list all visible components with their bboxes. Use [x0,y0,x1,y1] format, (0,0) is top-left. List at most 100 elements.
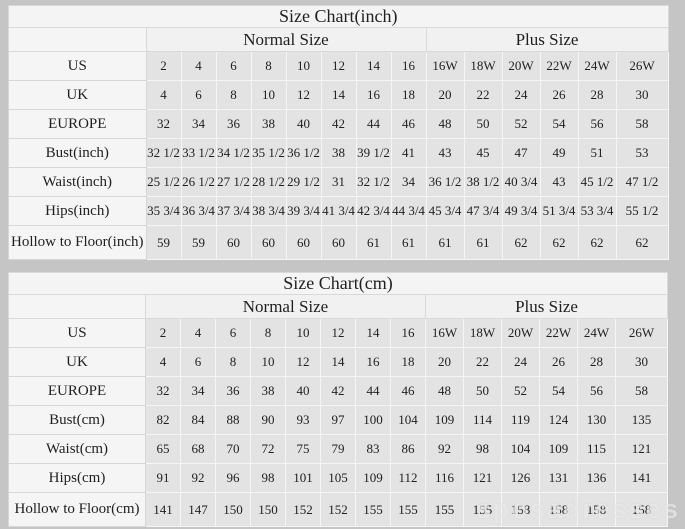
size-cell: 27 1/2 [215,167,252,197]
size-cell: 4 [180,51,217,81]
size-cell: 158 [577,492,616,527]
size-cell: 150 [215,492,251,527]
size-cell: 60 [320,225,357,260]
size-cell: 53 3/4 [577,196,617,226]
size-cell: 16W [425,51,465,81]
size-cell: 62 [539,225,579,260]
size-cell: 91 [145,463,181,493]
size-cell: 60 [250,225,287,260]
normal-size-header: Normal Size [145,27,427,52]
size-cell: 109 [355,463,391,493]
row-label: Bust(cm) [8,405,146,435]
size-cell: 26 [539,347,578,377]
size-cell: 62 [501,225,541,260]
size-cell: 40 3/4 [501,167,541,197]
size-cell: 2 [145,51,182,81]
size-cell: 20W [501,51,541,81]
size-cell: 50 [463,109,503,139]
size-cell: 14 [355,51,392,81]
row-label: US [8,51,147,81]
size-cell: 115 [577,434,616,464]
size-cell: 26W [615,51,669,81]
size-cell: 49 3/4 [501,196,541,226]
table-row: EUROPE 32 34 36 38 40 42 44 46 48 50 52 54 56 58 [8,109,669,139]
row-label: UK [8,80,147,110]
size-cell: 16W [425,318,464,348]
size-cell: 121 [615,434,668,464]
size-cell: 109 [425,405,464,435]
size-cell: 58 [615,376,668,406]
size-cell: 70 [215,434,251,464]
size-cell: 50 [463,376,502,406]
size-cell: 158 [501,492,540,527]
size-cell: 43 [539,167,579,197]
size-cell: 75 [285,434,321,464]
size-cell: 38 1/2 [463,167,503,197]
size-cell: 37 3/4 [215,196,252,226]
size-cell: 38 [250,376,286,406]
size-cell: 26W [615,318,668,348]
table-row: Hollow to Floor(inch) 59 59 60 60 60 60 61 61 61 6… [8,225,669,260]
size-cell: 32 [145,376,181,406]
size-cell: 16 [355,347,391,377]
size-cell: 101 [285,463,321,493]
table-row: Waist(cm) 65 68 70 72 75 79 83 86 92 98 104 109 115 12… [8,434,668,464]
size-cell: 34 [180,376,216,406]
size-cell: 22 [463,80,503,110]
size-cell: 104 [501,434,540,464]
table-title-row: Size Chart(inch) [8,5,669,28]
size-cell: 28 1/2 [250,167,287,197]
size-cell: 82 [145,405,181,435]
size-cell: 42 [320,109,357,139]
size-cell: 150 [250,492,286,527]
normal-size-header: Normal Size [145,294,426,319]
size-cell: 18 [390,347,426,377]
size-cell: 53 [615,138,669,168]
size-cell: 61 [355,225,392,260]
size-cell: 38 [320,138,357,168]
table-row: Hips(inch) 35 3/4 36 3/4 37 3/4 38 3/4 39 3/4… [8,196,669,226]
size-cell: 18W [463,318,502,348]
size-cell: 22W [539,51,579,81]
size-cell: 43 [425,138,465,168]
size-cell: 105 [320,463,356,493]
size-cell: 28 [577,347,616,377]
size-cell: 26 1/2 [180,167,217,197]
size-cell: 51 [577,138,617,168]
size-cell: 135 [615,405,668,435]
size-cell: 62 [615,225,669,260]
size-cell: 47 3/4 [463,196,503,226]
row-label: EUROPE [8,376,146,406]
size-cell: 31 [320,167,357,197]
size-cell: 14 [355,318,391,348]
size-cell: 58 [615,109,669,139]
size-cell: 2 [145,318,181,348]
size-cell: 34 [180,109,217,139]
size-cell: 54 [539,376,578,406]
size-cell: 44 3/4 [390,196,427,226]
size-cell: 158 [539,492,578,527]
size-cell: 12 [285,80,322,110]
size-cell: 52 [501,376,540,406]
section-header-row: Normal Size Plus Size [8,27,669,52]
size-cell: 41 3/4 [320,196,357,226]
size-cell: 136 [577,463,616,493]
size-cell: 48 [425,376,464,406]
size-cell: 46 [390,109,427,139]
size-cell: 152 [285,492,321,527]
size-cell: 121 [463,463,502,493]
size-cell: 155 [425,492,464,527]
size-cell: 40 [285,109,322,139]
size-cell: 16 [390,318,426,348]
size-cell: 10 [250,80,287,110]
size-cell: 45 [463,138,503,168]
row-label: Waist(inch) [8,167,147,197]
size-cell: 88 [215,405,251,435]
size-cell: 44 [355,109,392,139]
size-cell: 22W [539,318,578,348]
size-cell: 12 [320,318,356,348]
size-cell: 36 1/2 [285,138,322,168]
size-cell: 18 [390,80,427,110]
table-title: Size Chart(cm) [8,272,668,295]
size-cell: 97 [320,405,356,435]
